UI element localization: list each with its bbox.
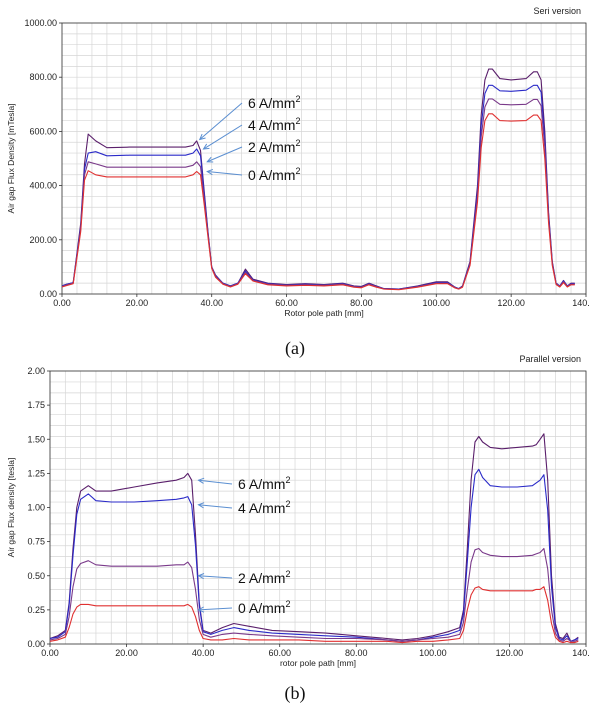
annotation-arrowhead <box>206 156 214 163</box>
x-tick-label: 120.00 <box>497 298 525 308</box>
annotation-arrow <box>203 124 243 150</box>
y-tick-label: 0.50 <box>27 571 45 581</box>
y-tick-label: 0.25 <box>27 605 45 615</box>
annotation-arrowhead <box>206 168 214 176</box>
y-axis-label: Air gap Flux density [tesla] <box>6 458 16 558</box>
y-tick-label: 1.00 <box>27 503 45 513</box>
annotation-arrowhead <box>197 477 205 484</box>
annotation-arrow <box>199 102 243 140</box>
series-line <box>50 586 579 644</box>
annotation-arrow <box>198 504 233 509</box>
series-line <box>50 468 579 642</box>
x-tick-label: 60.00 <box>268 648 291 658</box>
annotation-arrowhead <box>197 606 205 613</box>
chart-seri-version: 0.00 20.00 40.00 60.00 80.00 100.00 120.00 140.… <box>6 6 590 359</box>
grid <box>61 22 587 295</box>
annotation-arrowhead <box>197 502 205 509</box>
annotation-arrow <box>198 479 233 485</box>
y-tick-label: 0.00 <box>39 289 57 299</box>
annotation-label: 0 A/mm2 <box>238 599 290 616</box>
x-tick-label: 140.00 <box>572 298 590 308</box>
annotation-label: 0 A/mm2 <box>248 166 300 183</box>
plot-frame <box>61 22 587 295</box>
series-line <box>50 547 579 642</box>
series-group <box>62 68 575 291</box>
annotation-label: 2 A/mm2 <box>238 569 290 586</box>
series-line <box>62 68 575 290</box>
annotation-arrowhead <box>198 133 206 141</box>
y-tick-label: 0.00 <box>27 639 45 649</box>
annotation-label: 2 A/mm2 <box>248 138 300 155</box>
y-tick-label: 1.75 <box>27 400 45 410</box>
chart-parallel-version: 0.00 20.00 40.00 60.00 80.00 100.00 120.00 140.… <box>6 354 590 704</box>
x-tick-label: 100.00 <box>423 298 451 308</box>
annotation-arrow <box>198 607 233 611</box>
y-tick-label: 800.00 <box>29 72 57 82</box>
x-tick-label: 80.00 <box>350 298 373 308</box>
y-axis-label: Air gap Flux Density [mTesla] <box>6 103 16 213</box>
annotation-arrow <box>207 171 243 176</box>
annotation-arrowhead <box>202 143 210 150</box>
y-tick-label: 0.75 <box>27 537 45 547</box>
series-group <box>50 433 579 644</box>
annotation-arrow <box>198 575 233 579</box>
annotation-label: 6 A/mm2 <box>248 94 300 111</box>
x-tick-label: 0.00 <box>41 648 59 658</box>
plot-frame <box>49 370 587 645</box>
y-tick-label: 1.50 <box>27 434 45 444</box>
series-line <box>62 113 575 291</box>
x-tick-label: 20.00 <box>126 298 149 308</box>
series-line <box>62 98 575 290</box>
chart-title: Seri version <box>533 6 581 16</box>
annotation-arrow <box>207 146 243 163</box>
x-tick-label: 40.00 <box>192 648 215 658</box>
figure-caption: (a) <box>285 338 305 359</box>
y-tick-label: 200.00 <box>29 235 57 245</box>
series-line <box>62 84 575 290</box>
chart-title: Parallel version <box>519 354 581 364</box>
figure-caption: (b) <box>285 683 306 704</box>
annotation-label: 4 A/mm2 <box>238 499 290 516</box>
y-tick-label: 2.00 <box>27 366 45 376</box>
series-line <box>50 433 579 642</box>
y-tick-label: 1000.00 <box>24 18 57 28</box>
y-tick-label: 600.00 <box>29 126 57 136</box>
x-tick-label: 140.00 <box>572 648 590 658</box>
x-tick-label: 120.00 <box>496 648 524 658</box>
x-tick-label: 40.00 <box>200 298 223 308</box>
x-tick-label: 20.00 <box>115 648 138 658</box>
annotation-label: 6 A/mm2 <box>238 475 290 492</box>
x-tick-label: 0.00 <box>53 298 71 308</box>
x-axis-label: Rotor pole path [mm] <box>284 308 363 318</box>
x-tick-label: 80.00 <box>345 648 368 658</box>
x-tick-label: 60.00 <box>275 298 298 308</box>
y-tick-label: 1.25 <box>27 468 45 478</box>
x-axis-label: rotor pole path [mm] <box>280 658 356 668</box>
x-tick-label: 100.00 <box>419 648 447 658</box>
grid <box>49 370 587 645</box>
y-tick-label: 400.00 <box>29 181 57 191</box>
annotation-arrowhead <box>197 573 205 580</box>
annotation-label: 4 A/mm2 <box>248 116 300 133</box>
